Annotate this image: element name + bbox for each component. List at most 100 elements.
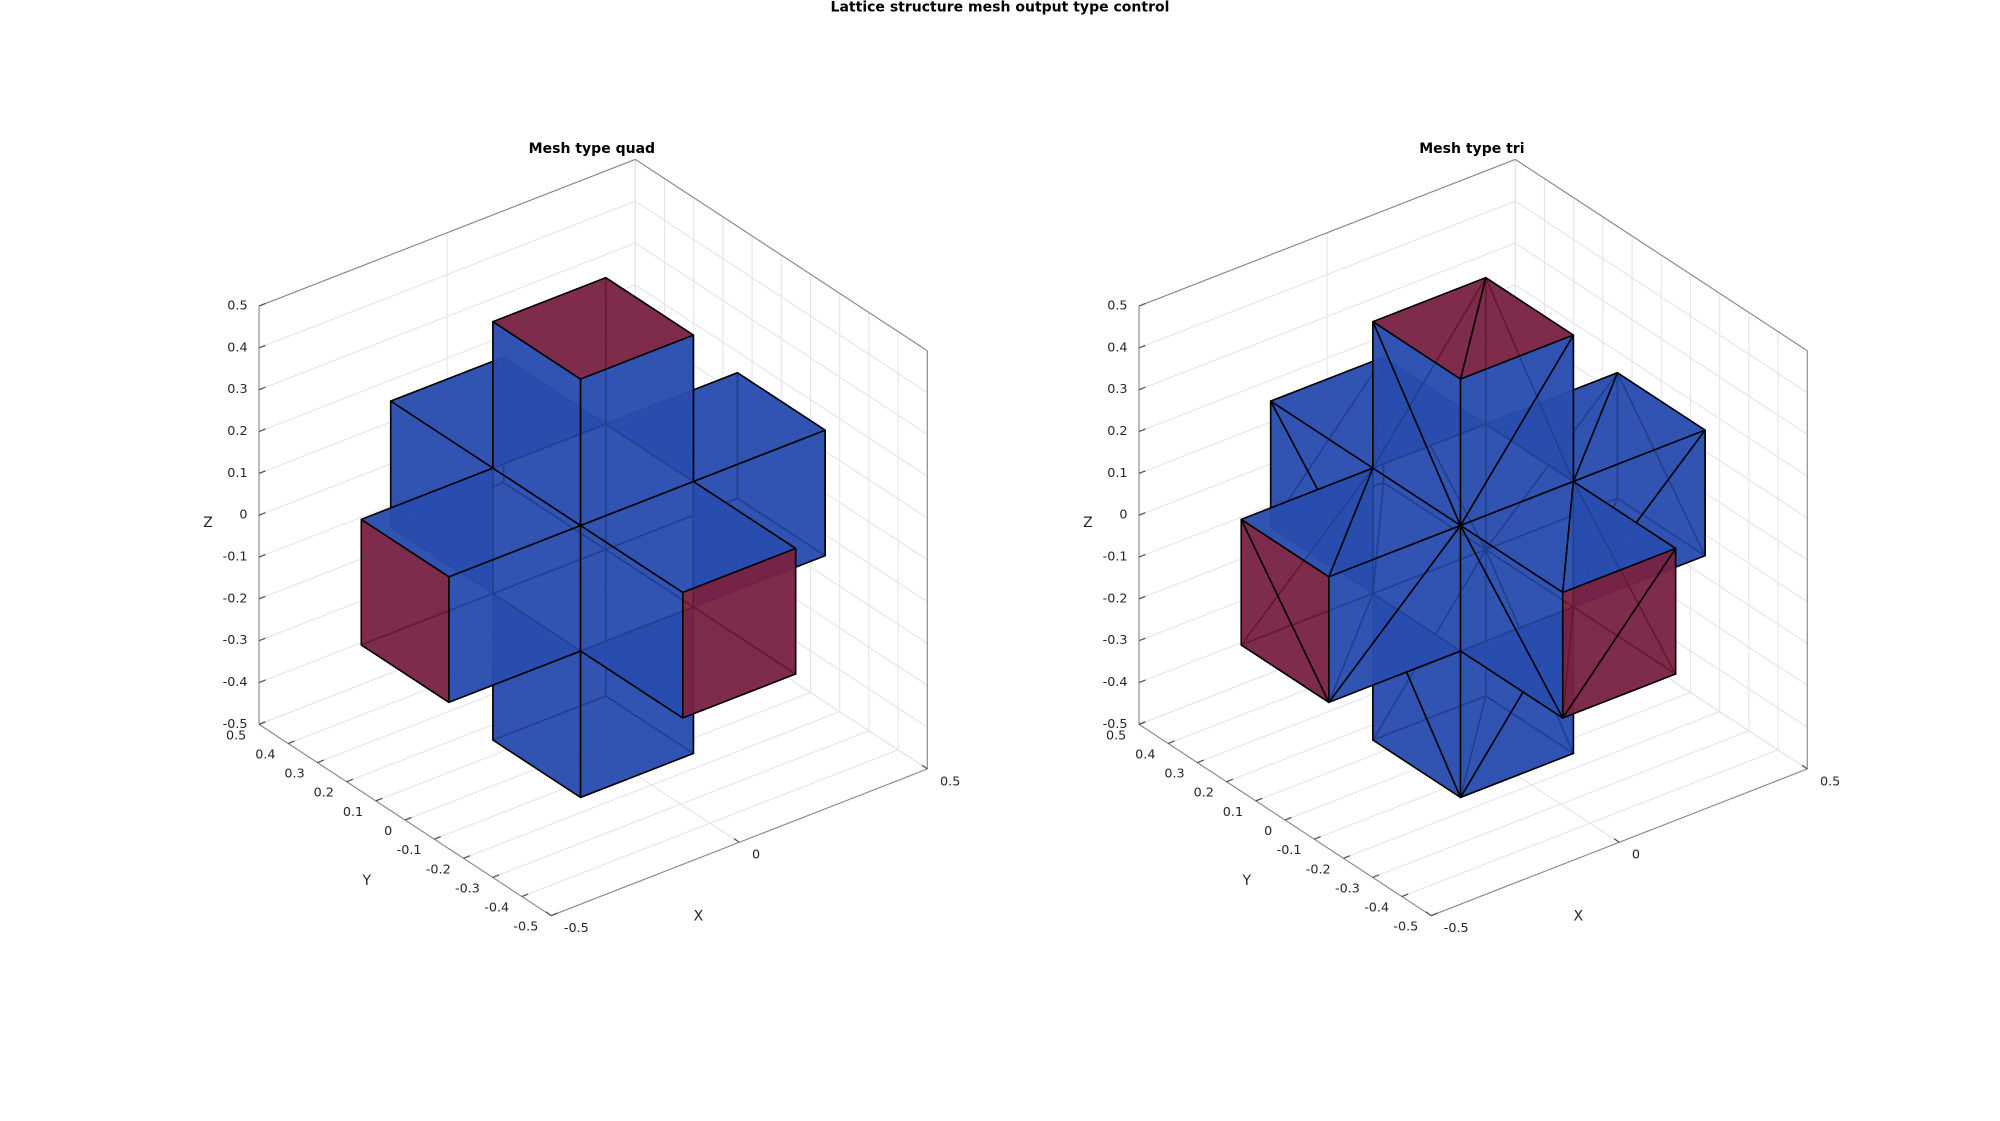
axis-line (1514, 158, 1808, 352)
tick-mark (463, 855, 471, 859)
z-tick-label: -0.5 (1103, 717, 1128, 732)
tick-mark (1138, 428, 1146, 433)
tick-mark (1138, 512, 1146, 516)
tick-mark (1138, 302, 1146, 307)
y-tick-label: -0.2 (1306, 862, 1331, 877)
y-tick-label: -0.4 (1364, 901, 1389, 916)
y-tick-label: 0.5 (226, 728, 246, 743)
tick-mark (1613, 838, 1620, 843)
z-tick-label: 0.3 (1107, 382, 1127, 397)
z-tick-label: -0.1 (1103, 550, 1128, 565)
x-axis-label: X (694, 908, 704, 924)
tick-mark (258, 721, 266, 725)
tick-mark (258, 470, 266, 474)
z-tick-label: 0.2 (227, 424, 247, 439)
tick-mark (492, 874, 500, 879)
axes-title: Mesh type tri (1419, 141, 1524, 157)
tick-mark (1255, 797, 1263, 802)
y-tick-label: -0.4 (484, 901, 509, 916)
tick-mark (1138, 553, 1146, 558)
y-tick-label: 0 (384, 824, 392, 839)
tick-mark (921, 764, 928, 770)
x-tick-label: 0 (752, 848, 760, 863)
mesh-face (492, 276, 695, 380)
y-axis-label: Y (1241, 873, 1251, 889)
tick-mark (317, 759, 325, 764)
z-tick-label: -0.4 (223, 675, 248, 690)
z-tick-label: 0.4 (1107, 340, 1127, 355)
tick-mark (1138, 679, 1146, 684)
tick-mark (1138, 386, 1146, 391)
tick-mark (1138, 470, 1146, 474)
z-tick-label: 0.1 (227, 466, 247, 481)
y-tick-label: 0.4 (255, 747, 275, 762)
x-tick-label: -0.5 (1444, 921, 1469, 936)
tick-mark (258, 553, 266, 558)
z-tick-label: -0.2 (1103, 591, 1128, 606)
tick-mark (375, 797, 383, 802)
z-tick-label: 0.1 (1107, 466, 1127, 481)
tick-mark (258, 512, 266, 516)
tick-mark (1138, 595, 1146, 600)
y-tick-label: -0.3 (1335, 881, 1360, 896)
z-tick-label: 0.4 (227, 340, 247, 355)
x-tick-label: -0.5 (564, 921, 589, 936)
y-tick-label: 0.4 (1135, 747, 1155, 762)
z-axis-label: Z (203, 515, 213, 531)
mesh-face (1240, 518, 1330, 704)
y-tick-label: 0.5 (1106, 728, 1126, 743)
tick-mark (1430, 912, 1438, 917)
tick-mark (1138, 637, 1146, 642)
tick-mark (258, 428, 266, 433)
tick-mark (1138, 344, 1146, 349)
y-tick-label: 0 (1264, 824, 1272, 839)
axis-line (1138, 158, 1516, 307)
tick-mark (258, 302, 266, 307)
z-tick-label: 0 (239, 508, 247, 523)
mesh-face (1459, 334, 1575, 527)
tick-mark (346, 778, 354, 783)
y-tick-label: -0.1 (397, 843, 422, 858)
tick-mark (1226, 778, 1234, 783)
axes: -0.5-0.4-0.3-0.2-0.100.10.20.30.40.5-0.5… (1083, 141, 1840, 936)
x-tick-label: 0.5 (940, 774, 960, 789)
mesh-face (1561, 547, 1677, 719)
tick-mark (1343, 855, 1351, 859)
y-tick-label: 0.2 (314, 786, 334, 801)
tick-mark (550, 912, 558, 917)
axes-title: Mesh type quad (529, 141, 655, 157)
tick-mark (404, 816, 412, 821)
y-tick-label: -0.3 (455, 881, 480, 896)
z-tick-label: -0.2 (223, 591, 248, 606)
tick-mark (1314, 836, 1321, 840)
z-axis-label: Z (1083, 515, 1093, 531)
y-tick-label: 0.2 (1194, 786, 1214, 801)
tick-mark (258, 637, 266, 642)
y-tick-label: -0.2 (426, 862, 451, 877)
tick-mark (1167, 740, 1175, 745)
mesh-face (360, 518, 450, 704)
tick-mark (1372, 874, 1380, 879)
axis-line (634, 158, 928, 352)
y-tick-label: 0.1 (343, 805, 363, 820)
y-tick-label: 0.3 (284, 767, 304, 782)
z-tick-label: 0.5 (1107, 299, 1127, 314)
tick-mark (258, 386, 266, 391)
tick-mark (258, 679, 266, 684)
y-tick-label: 0.1 (1223, 805, 1243, 820)
tick-mark (545, 911, 552, 917)
mesh-face (682, 547, 797, 719)
y-axis-label: Y (362, 873, 372, 889)
z-tick-label: 0.3 (227, 382, 247, 397)
x-tick-label: 0.5 (1820, 774, 1840, 789)
tick-mark (1138, 721, 1146, 725)
z-tick-label: 0.5 (227, 299, 247, 314)
axis-line (258, 158, 636, 307)
tick-mark (733, 838, 740, 843)
y-tick-label: -0.5 (1393, 920, 1418, 935)
z-tick-label: -0.5 (223, 717, 248, 732)
z-tick-label: -0.1 (223, 550, 248, 565)
z-tick-label: -0.4 (1103, 675, 1128, 690)
